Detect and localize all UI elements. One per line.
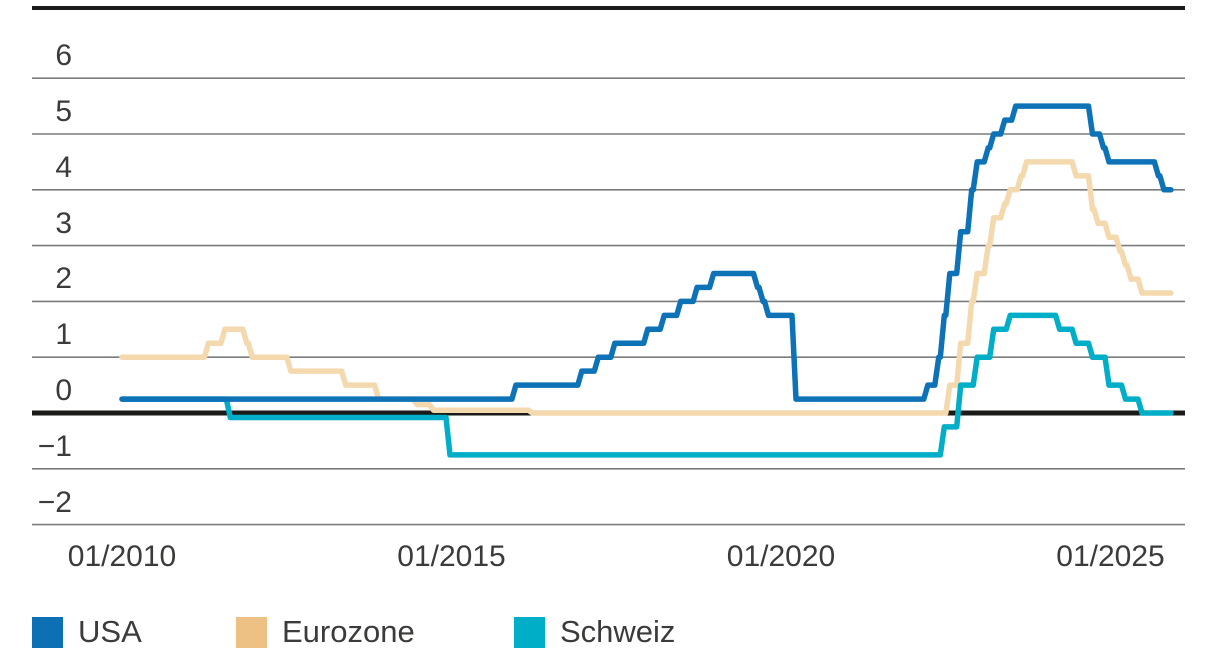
legend-swatch-schweiz <box>514 616 545 648</box>
legend-item-usa: USA <box>32 612 142 652</box>
x-tick-label-2025: 01/2025 <box>1056 540 1165 573</box>
y-tick-label-3: 3 <box>55 206 72 240</box>
legend-swatch-usa <box>32 616 63 648</box>
x-tick-label-2020: 01/2020 <box>726 540 836 573</box>
series-line-schweiz <box>119 312 1174 458</box>
legend-label-schweiz: Schweiz <box>560 614 676 649</box>
legend-swatch-eurozone <box>236 616 267 648</box>
y-tick-label-6: 6 <box>55 39 72 73</box>
y-tick-label-2: 2 <box>55 262 72 296</box>
y-tick-label-1: 1 <box>55 318 72 352</box>
x-tick-label-2010: 01/2010 <box>67 540 177 573</box>
y-tick-label-0: 0 <box>55 374 72 407</box>
legend-label-eurozone: Eurozone <box>282 614 415 649</box>
y-tick-label-4: 4 <box>55 150 72 184</box>
legend-label-usa: USA <box>78 614 142 649</box>
series-line-usa <box>119 103 1174 402</box>
series-line-eurozone <box>119 159 1174 416</box>
legend-item-schweiz: Schweiz <box>514 612 675 652</box>
y-tick-label--2: −2 <box>37 485 72 519</box>
chart-legend: USA Eurozone Schweiz <box>0 612 1230 652</box>
x-tick-label-2015: 01/2015 <box>397 540 506 573</box>
y-tick-label-5: 5 <box>55 95 72 128</box>
legend-item-eurozone: Eurozone <box>236 612 415 652</box>
y-tick-label--1: −1 <box>37 429 72 463</box>
